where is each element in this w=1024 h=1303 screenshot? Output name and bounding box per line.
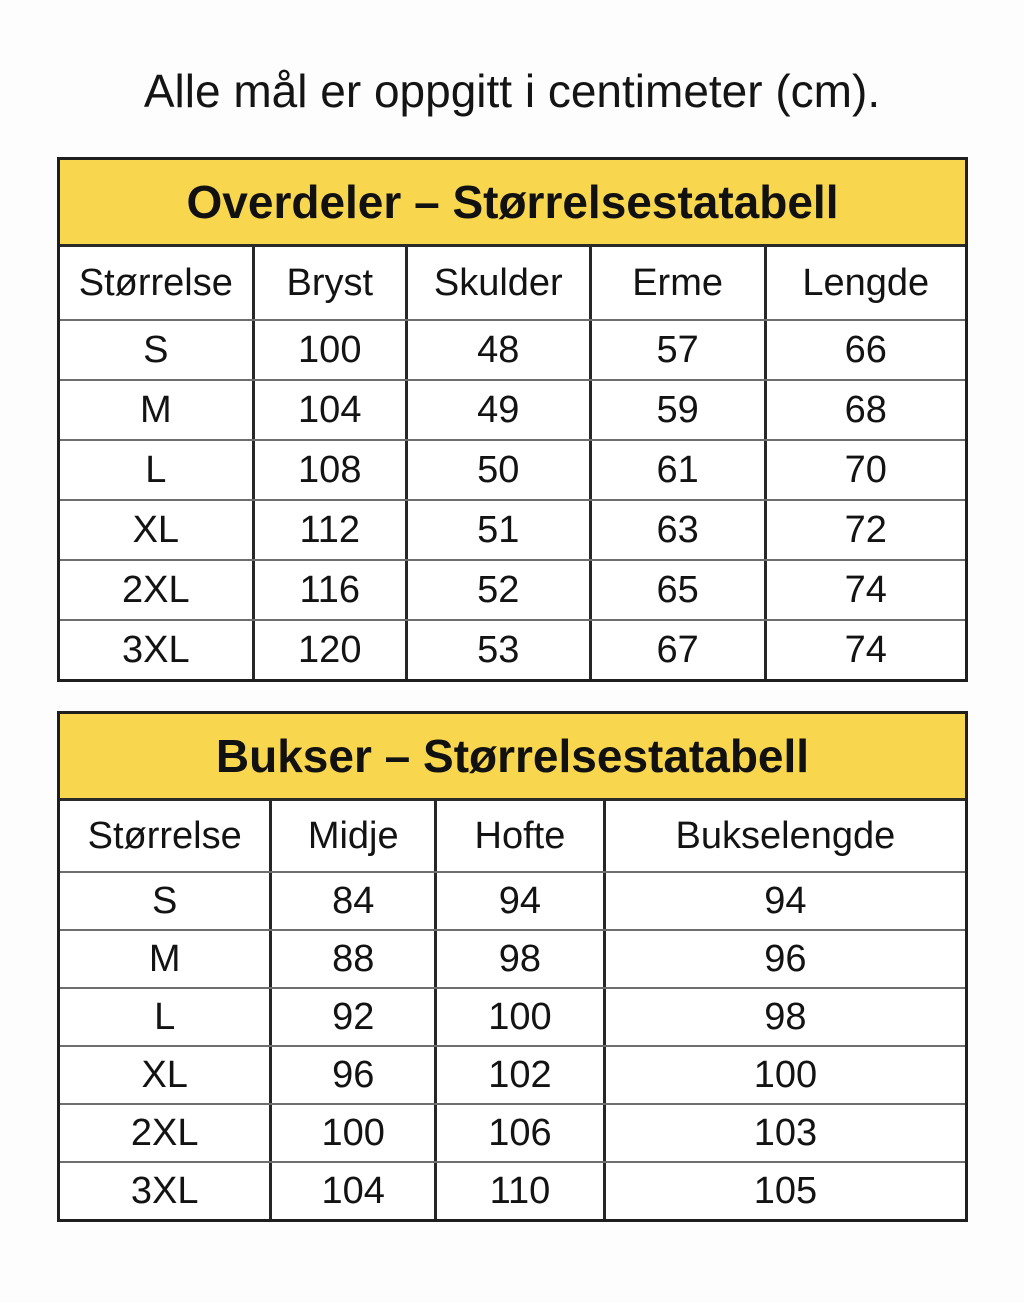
- measurement-cell: 116: [251, 561, 405, 619]
- measurement-cell: 53: [404, 621, 589, 679]
- column-header: Skulder: [404, 247, 589, 319]
- measurement-cell: 120: [251, 621, 405, 679]
- table-row: 2XL 116 52 65 74: [60, 559, 965, 619]
- size-label-cell: 3XL: [130, 1169, 199, 1212]
- measurement-cell: 106: [434, 1105, 603, 1161]
- column-header: Erme: [588, 247, 764, 319]
- measurement-cell: 68: [763, 381, 965, 439]
- measurement-cell: 67: [588, 621, 764, 679]
- table-row: L 92 100 98: [60, 987, 965, 1045]
- table-title-band: Overdeler – Størrelsestatabell: [60, 160, 965, 247]
- size-label-cell: 2XL: [130, 1111, 199, 1154]
- measurement-cell: 103: [602, 1105, 965, 1161]
- column-header: Bryst: [251, 247, 405, 319]
- measurement-cell: 110: [434, 1163, 603, 1219]
- measurement-cell: 48: [404, 321, 589, 379]
- column-header: Bukselengde: [602, 801, 965, 871]
- size-label-cell: S: [143, 328, 169, 371]
- measurement-cell: 98: [602, 989, 965, 1045]
- measurement-cell: 98: [434, 931, 603, 987]
- measurement-cell: 100: [602, 1047, 965, 1103]
- size-label-cell: L: [145, 448, 167, 491]
- measurement-cell: 52: [404, 561, 589, 619]
- measurement-cell: 105: [602, 1163, 965, 1219]
- column-header: Lengde: [763, 247, 965, 319]
- table-row: M 104 49 59 68: [60, 379, 965, 439]
- table-row: 2XL 100 106 103: [60, 1103, 965, 1161]
- table-row: S 84 94 94: [60, 871, 965, 929]
- measurement-cell: 112: [251, 501, 405, 559]
- table-row: S 100 48 57 66: [60, 319, 965, 379]
- column-header: Hofte: [434, 801, 603, 871]
- size-label-cell: S: [152, 879, 178, 922]
- measurement-cell: 100: [269, 1105, 434, 1161]
- tops-size-table: Overdeler – Størrelsestatabell Størrelse…: [57, 157, 968, 682]
- measurement-cell: 74: [763, 561, 965, 619]
- column-header: Størrelse: [78, 261, 233, 304]
- table-row: XL 96 102 100: [60, 1045, 965, 1103]
- table-row: XL 112 51 63 72: [60, 499, 965, 559]
- measurement-cell: 74: [763, 621, 965, 679]
- measurement-cell: 100: [434, 989, 603, 1045]
- table-header-row: Størrelse Bryst Skulder Erme Lengde: [60, 247, 965, 319]
- table-title-band: Bukser – Størrelsestatabell: [60, 714, 965, 801]
- measurement-cell: 88: [269, 931, 434, 987]
- measurement-cell: 50: [404, 441, 589, 499]
- size-label-cell: L: [154, 995, 176, 1038]
- measurement-cell: 94: [434, 873, 603, 929]
- measurement-cell: 108: [251, 441, 405, 499]
- measurement-cell: 59: [588, 381, 764, 439]
- size-label-cell: 2XL: [121, 568, 190, 611]
- measurement-cell: 94: [602, 873, 965, 929]
- size-label-cell: M: [139, 388, 172, 431]
- size-label-cell: M: [148, 937, 181, 980]
- measurement-cell: 92: [269, 989, 434, 1045]
- table-header-row: Størrelse Midje Hofte Bukselengde: [60, 801, 965, 871]
- table-body: S 84 94 94 M 88 98 96 L 92 100 98 XL 96 102 100 2XL 100 10…: [60, 871, 965, 1219]
- table-row: 3XL 104 110 105: [60, 1161, 965, 1219]
- table-row: L 108 50 61 70: [60, 439, 965, 499]
- size-label-cell: 3XL: [121, 628, 190, 671]
- measurement-cell: 96: [269, 1047, 434, 1103]
- size-label-cell: XL: [132, 508, 180, 551]
- measurement-cell: 49: [404, 381, 589, 439]
- pants-size-table: Bukser – Størrelsestatabell Størrelse Mid…: [57, 711, 968, 1222]
- table-row: M 88 98 96: [60, 929, 965, 987]
- measurement-cell: 72: [763, 501, 965, 559]
- column-header: Størrelse: [87, 814, 242, 857]
- measurement-cell: 104: [269, 1163, 434, 1219]
- measurement-cell: 104: [251, 381, 405, 439]
- table-title: Overdeler – Størrelsestatabell: [186, 176, 839, 228]
- measurement-cell: 57: [588, 321, 764, 379]
- measurement-cell: 100: [251, 321, 405, 379]
- measurement-cell: 61: [588, 441, 764, 499]
- measurement-cell: 65: [588, 561, 764, 619]
- measurement-cell: 96: [602, 931, 965, 987]
- column-header: Midje: [269, 801, 434, 871]
- measurement-cell: 63: [588, 501, 764, 559]
- measurement-cell: 51: [404, 501, 589, 559]
- table-body: S 100 48 57 66 M 104 49 59 68 L 108 50 61 70 XL 112 51 63 7…: [60, 319, 965, 679]
- measurement-cell: 70: [763, 441, 965, 499]
- page-title: Alle mål er oppgitt i centimeter (cm).: [143, 65, 881, 117]
- measurement-cell: 102: [434, 1047, 603, 1103]
- table-title: Bukser – Størrelsestatabell: [215, 730, 810, 782]
- table-row: 3XL 120 53 67 74: [60, 619, 965, 679]
- measurement-cell: 84: [269, 873, 434, 929]
- measurement-cell: 66: [763, 321, 965, 379]
- size-label-cell: XL: [141, 1053, 188, 1096]
